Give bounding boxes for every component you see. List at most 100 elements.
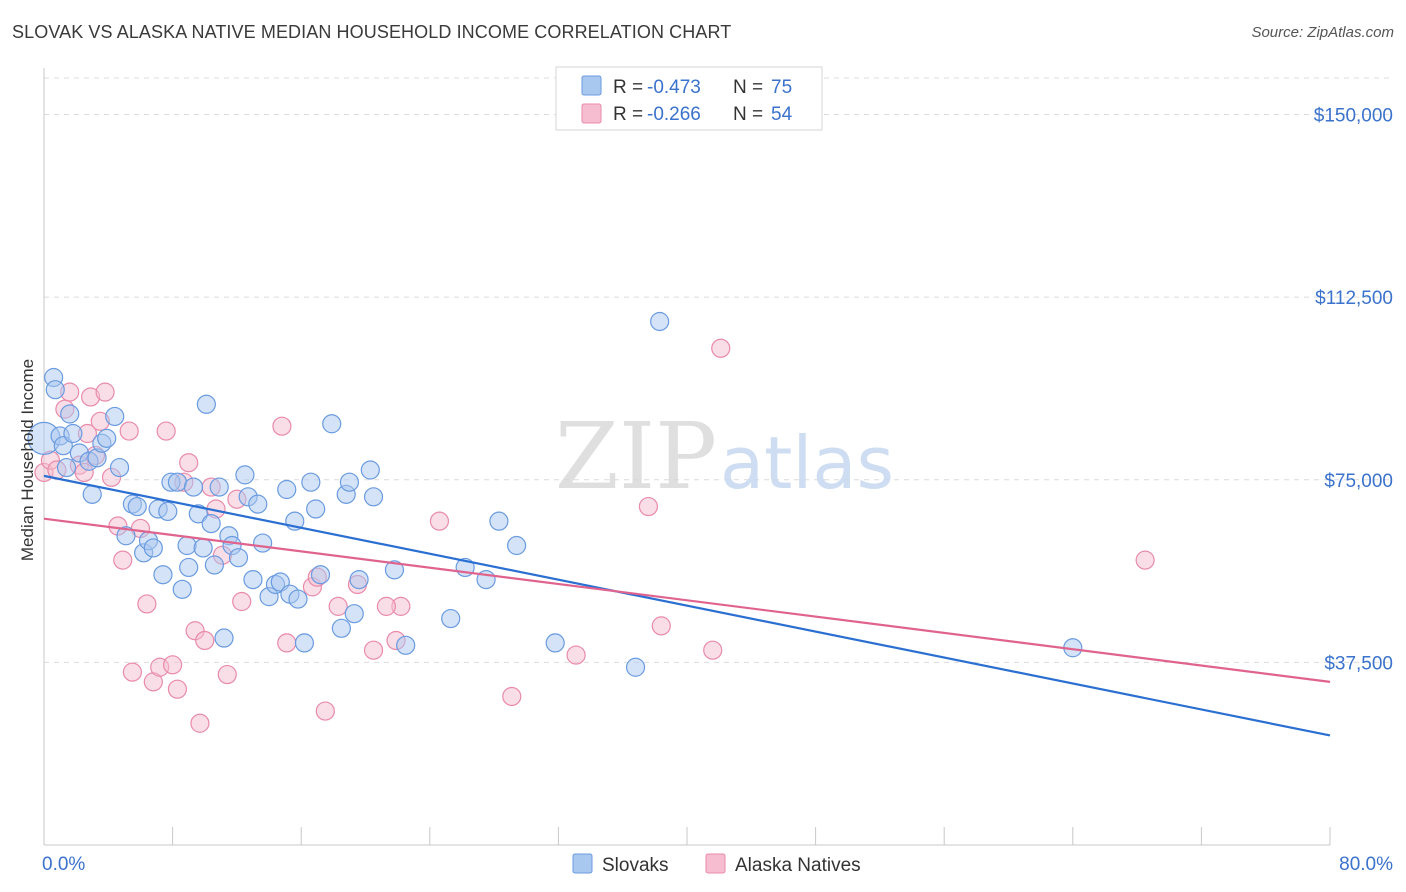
stats-r-value: -0.266 [647,104,701,125]
stats-r-label: R = [613,104,643,125]
slovaks-point [235,465,255,485]
alaska-natives-point [272,416,292,436]
slovaks-point [331,618,351,638]
slovaks-point [360,460,380,480]
slovaks-point [277,479,297,500]
slovaks-point [363,487,384,507]
alaska-natives-point [502,686,522,707]
slovaks-point [109,457,130,478]
alaska-natives-point [277,633,297,653]
slovaks-point [177,535,197,556]
slovaks-point [214,628,234,648]
alaska-natives-point [119,421,139,441]
x-tick-labels: 0.0% 80.0% [42,854,1393,875]
slovaks-point [167,472,188,492]
slovaks-point [45,380,65,400]
slovaks-point [322,414,342,434]
x-tick-label: 80.0% [1339,854,1393,875]
legend-swatch-alaska-natives [705,853,726,874]
slovaks-point [489,511,509,531]
slovaks-point [204,555,224,575]
slovaks-point [116,526,136,546]
trend-line-alaska-natives [43,517,1331,683]
slovaks-point [339,472,360,492]
alaska-natives-point [163,655,183,675]
stats-n-value: 54 [771,104,793,125]
slovaks-point [143,538,163,558]
stats-swatch-alaska-natives [581,103,602,124]
slovaks-point [105,406,125,427]
slovaks-point [288,589,308,609]
legend-label-alaska-natives: Alaska Natives [735,855,861,876]
slovaks-point [82,484,102,504]
slovaks-point [60,404,80,424]
x-tick-label: 0.0% [42,854,85,875]
alaska-natives-point [195,630,215,651]
slovaks-point [127,496,147,517]
slovaks-point [507,535,527,556]
alaska-natives-point [363,640,384,660]
series-slovaks-points [27,311,1083,677]
alaska-natives-point [376,596,396,616]
slovaks-point [650,311,670,332]
slovaks-point [396,635,416,655]
chart-title: SLOVAK VS ALASKA NATIVE MEDIAN HOUSEHOLD… [12,22,732,42]
alaska-natives-point [703,640,723,660]
slovaks-point [183,477,204,497]
slovaks-point [209,477,229,497]
alaska-natives-point [122,662,143,682]
watermark-zip: ZIP [555,403,717,510]
alaska-natives-point [429,511,450,531]
slovaks-point [188,504,208,524]
source-credit: Source: ZipAtlas.com [1251,24,1394,41]
slovaks-point [349,569,369,590]
alaska-natives-point [232,591,252,612]
slovaks-point [441,608,461,629]
slovaks-point [172,579,192,599]
slovaks-point [248,494,268,514]
alaska-natives-point [113,550,133,570]
alaska-natives-point [315,701,335,721]
slovaks-point [384,560,405,580]
slovaks-point [196,394,216,414]
slovaks-point [545,633,565,653]
slovaks-point [63,423,83,444]
y-tick-label: $75,000 [1324,471,1393,492]
alaska-natives-point [638,496,659,517]
alaska-natives-point [95,382,115,402]
series-legend: Slovaks Alaska Natives [572,853,861,876]
watermark-atlas: atlas [720,421,894,505]
alaska-natives-point [190,713,210,733]
watermark: ZIP atlas [555,403,894,510]
stats-r-value: -0.473 [647,77,701,98]
legend-label-slovaks: Slovaks [602,855,669,876]
y-tick-label: $150,000 [1314,106,1393,127]
alaska-natives-point [217,664,237,685]
slovaks-point [201,513,221,534]
alaska-natives-point [711,338,731,358]
slovaks-point [228,548,249,568]
stats-legend: R = -0.473 N = 75 R = -0.266 N = 54 [555,66,823,131]
trend-lines [43,474,1331,737]
alaska-natives-point [137,594,157,614]
alaska-natives-point [1135,550,1155,570]
alaska-natives-point [328,596,348,616]
y-tick-labels: $37,500 $75,000 $112,500 $150,000 [1314,106,1393,675]
slovaks-point [301,472,321,492]
alaska-natives-point [179,453,199,473]
slovaks-point [310,565,331,585]
alaska-natives-point [566,645,586,665]
slovaks-point [625,657,646,677]
alaska-natives-point [651,616,671,636]
stats-swatch-slovaks [581,75,602,96]
stats-n-label: N = [733,104,763,125]
alaska-natives-point [167,679,188,699]
slovaks-point [56,457,77,478]
slovaks-point [153,565,173,585]
slovaks-point [158,501,178,522]
slovaks-point [97,428,117,448]
slovaks-point [294,633,315,653]
y-tick-label: $37,500 [1324,653,1393,674]
slovaks-point [306,499,326,519]
legend-swatch-slovaks [572,853,593,874]
